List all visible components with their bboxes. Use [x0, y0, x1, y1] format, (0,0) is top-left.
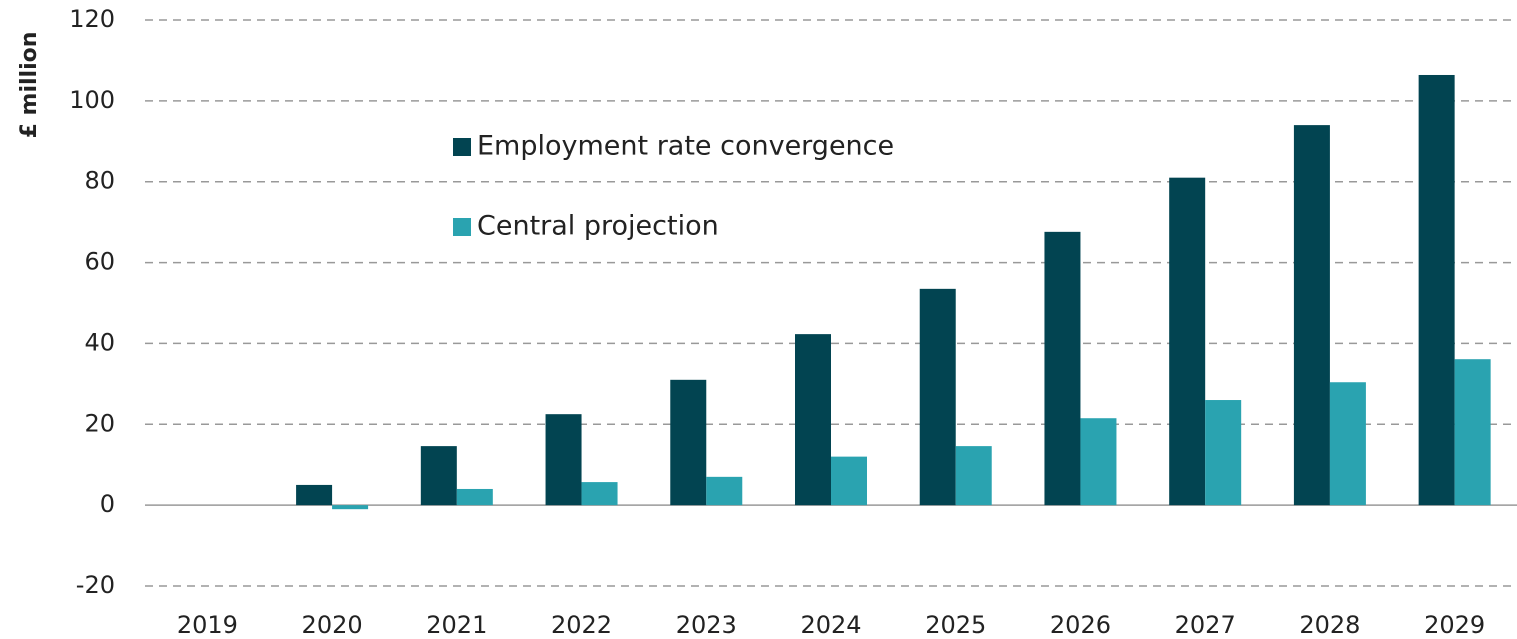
- bar: [670, 379, 707, 506]
- bar: [1418, 74, 1455, 506]
- x-tick-label: 2023: [676, 611, 737, 639]
- y-tick-label: -20: [76, 571, 115, 599]
- x-tick-label: 2019: [177, 611, 238, 639]
- y-tick-label: 100: [69, 86, 115, 114]
- legend-swatch: [453, 138, 471, 156]
- x-tick-label: 2028: [1299, 611, 1360, 639]
- legend-label: Employment rate convergence: [477, 131, 894, 162]
- bar: [332, 505, 369, 510]
- x-tick-label: 2020: [302, 611, 363, 639]
- x-tick-label: 2027: [1175, 611, 1236, 639]
- bar: [456, 488, 493, 506]
- legend-label: Central projection: [477, 211, 719, 242]
- bar: [545, 414, 582, 506]
- y-tick-label: 60: [84, 248, 115, 276]
- bar: [706, 476, 743, 506]
- bar: [1293, 125, 1330, 506]
- bar: [955, 446, 992, 506]
- bar: [1044, 231, 1081, 506]
- x-tick-label: 2024: [800, 611, 861, 639]
- bar: [919, 288, 956, 506]
- y-tick-label: 20: [84, 409, 115, 437]
- bar: [420, 446, 457, 506]
- x-tick-label: 2025: [925, 611, 986, 639]
- y-tick-label: 120: [69, 5, 115, 33]
- x-tick-label: 2022: [551, 611, 612, 639]
- y-tick-label: 80: [84, 167, 115, 195]
- bar: [581, 482, 618, 506]
- x-tick-label: 2029: [1424, 611, 1485, 639]
- bar: [831, 456, 867, 506]
- legend-swatch: [453, 218, 471, 236]
- bar: [795, 334, 831, 506]
- bar: [1169, 177, 1206, 506]
- y-tick-label: 0: [100, 490, 115, 518]
- bar: [1454, 359, 1491, 506]
- y-axis-label: £ million: [17, 32, 42, 139]
- bar: [1329, 382, 1366, 506]
- x-tick-label: 2026: [1050, 611, 1111, 639]
- bar: [1205, 400, 1242, 506]
- x-tick-label: 2021: [426, 611, 487, 639]
- y-tick-label: 40: [84, 328, 115, 356]
- bar: [296, 484, 333, 506]
- bar: [1080, 418, 1117, 506]
